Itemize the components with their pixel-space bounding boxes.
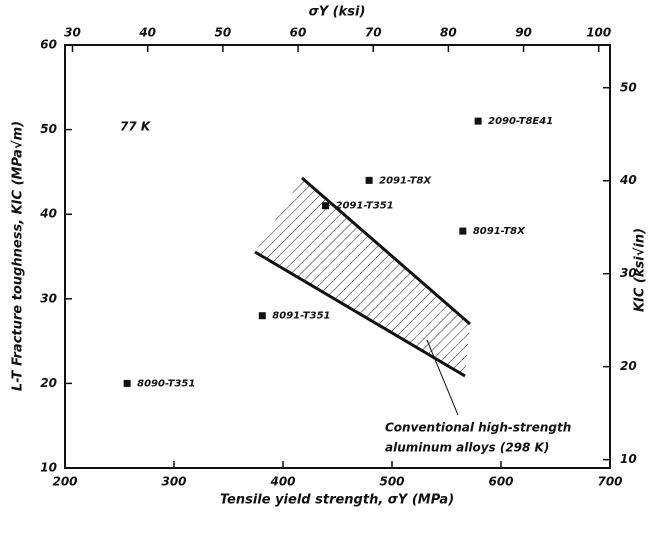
y2-tick-label: 10: [620, 452, 637, 466]
annotation: aluminum alloys (298 K): [385, 441, 549, 455]
pointer-line: [426, 339, 459, 416]
data-point: [322, 202, 330, 210]
point-label: 2091-T8X: [379, 175, 432, 186]
y-tick-label: 20: [40, 376, 57, 390]
x-tick-label: 400: [269, 475, 295, 489]
y2-tick-label: 40: [619, 173, 637, 187]
hatched-region: [255, 178, 470, 376]
y2-axis-title: KIC (ksi√in): [633, 228, 648, 312]
point-label: 2090-T8E41: [488, 116, 553, 127]
x-tick-label: 300: [161, 475, 186, 489]
x-tick-label: 600: [488, 475, 513, 489]
plot-frame: [64, 44, 611, 469]
y-tick-label: 10: [40, 461, 57, 475]
annotation: Conventional high-strength: [385, 421, 571, 435]
y-tick-label: 60: [40, 38, 57, 52]
y-axis-title: L-T Fracture toughness, KIC (MPa√m): [11, 121, 26, 391]
x2-tick-label: 30: [64, 26, 81, 40]
point-label: 8090-T351: [137, 378, 195, 389]
x2-axis-title: σY (ksi): [309, 5, 366, 20]
point-label: 2091-T351: [336, 201, 394, 212]
data-point: [474, 117, 482, 125]
y-tick-label: 30: [40, 291, 57, 305]
x2-tick-label: 60: [290, 26, 307, 40]
y2-tick-label: 30: [620, 266, 637, 280]
y-tick-label: 40: [39, 207, 57, 221]
x-tick-label: 500: [379, 475, 404, 489]
annotation: 77 K: [120, 120, 152, 134]
data-point: [123, 379, 131, 387]
y-tick-label: 50: [40, 122, 57, 136]
x2-tick-label: 70: [365, 26, 382, 40]
point-label: 8091-T8X: [473, 226, 526, 237]
region-edge: [254, 250, 466, 378]
data-point: [258, 312, 266, 320]
region-edge: [301, 176, 471, 326]
data-point: [459, 227, 467, 235]
x-axis-title: Tensile yield strength, σY (MPa): [220, 493, 454, 508]
x2-tick-label: 90: [515, 26, 532, 40]
y2-tick-label: 50: [620, 80, 637, 94]
x2-tick-label: 40: [138, 26, 156, 40]
x2-tick-label: 80: [440, 26, 457, 40]
x2-tick-label: 100: [586, 26, 611, 40]
x-tick-label: 200: [52, 475, 77, 489]
x-tick-label: 700: [597, 475, 622, 489]
point-label: 8091-T351: [272, 311, 330, 322]
x2-tick-label: 50: [215, 26, 232, 40]
y2-tick-label: 20: [620, 359, 637, 373]
data-point: [365, 176, 373, 184]
